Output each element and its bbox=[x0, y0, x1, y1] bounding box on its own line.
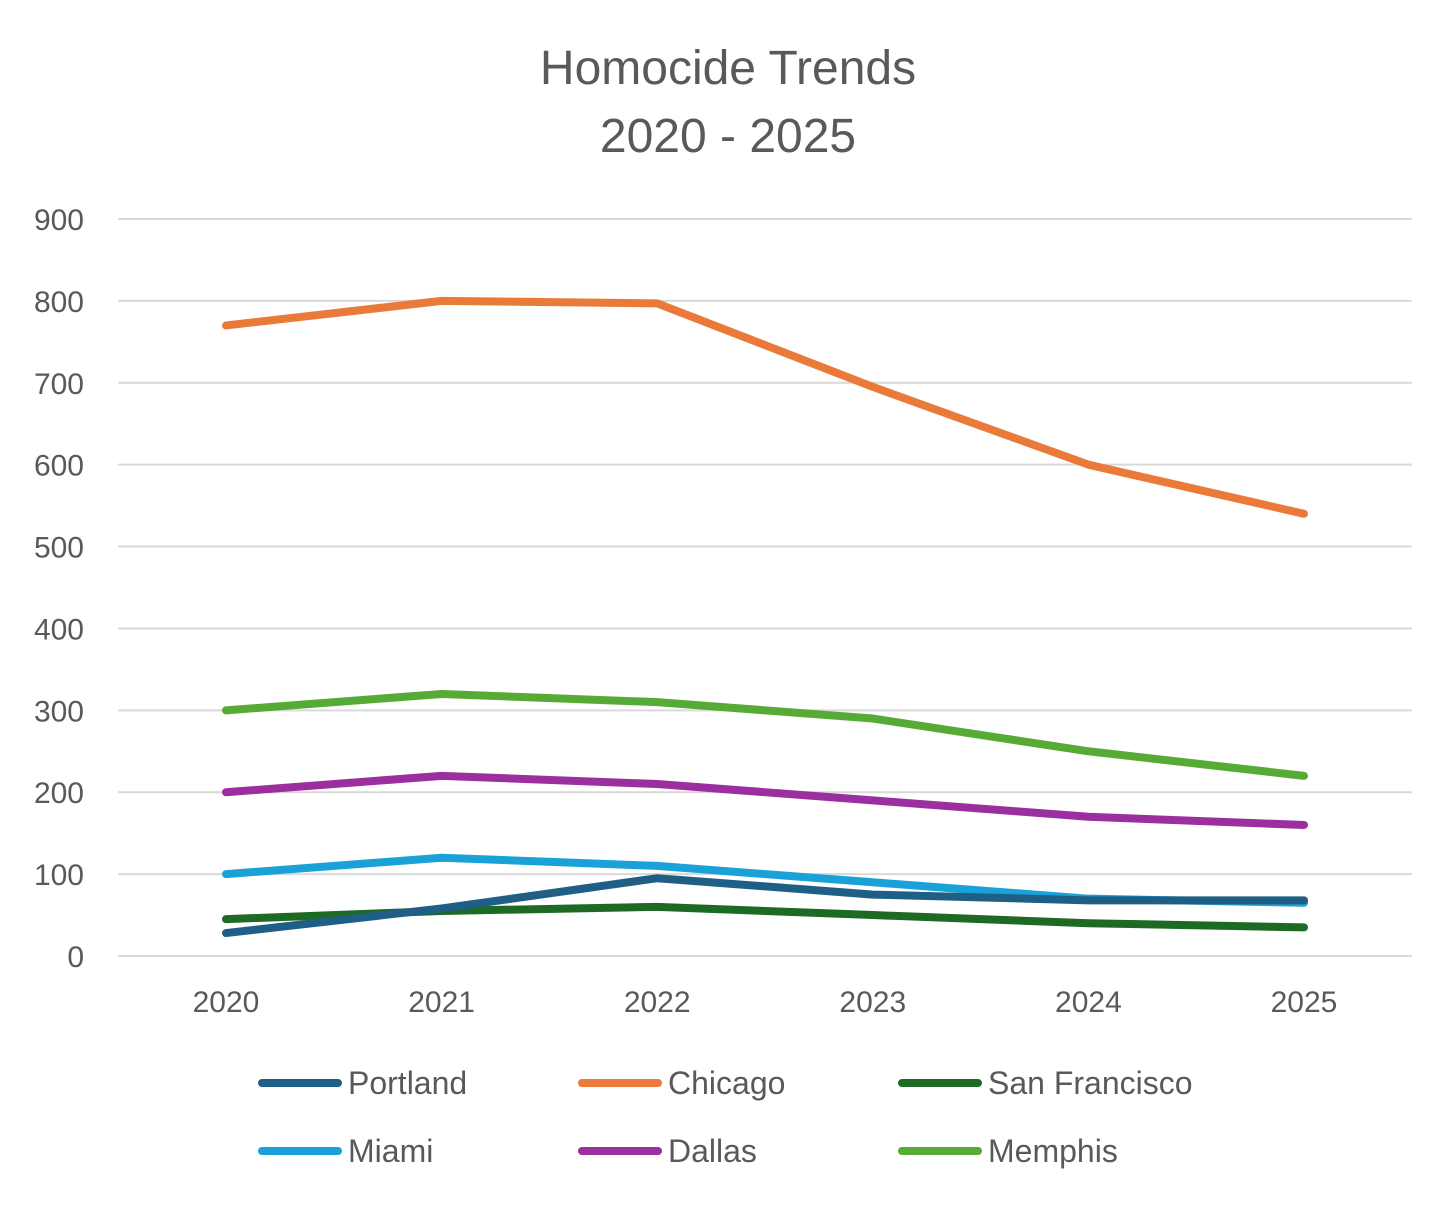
series-line-miami bbox=[222, 853, 1308, 907]
y-axis-labels: 0 100 200 300 400 500 600 700 800 900 bbox=[34, 204, 84, 974]
legend-label: Portland bbox=[348, 1065, 467, 1101]
legend-label: Dallas bbox=[668, 1133, 757, 1169]
y-tick-label: 800 bbox=[34, 286, 84, 319]
x-tick-label: 2021 bbox=[408, 986, 475, 1019]
series-lines bbox=[222, 296, 1308, 938]
series-line-memphis bbox=[222, 689, 1308, 780]
x-tick-label: 2025 bbox=[1271, 986, 1338, 1019]
gridlines bbox=[118, 218, 1412, 957]
chart-title-line-1: Homocide Trends bbox=[540, 42, 916, 95]
y-tick-label: 500 bbox=[34, 532, 84, 565]
y-tick-label: 900 bbox=[34, 204, 84, 237]
legend-label: Miami bbox=[348, 1133, 433, 1169]
y-tick-label: 300 bbox=[34, 695, 84, 728]
y-tick-label: 600 bbox=[34, 450, 84, 483]
y-tick-label: 400 bbox=[34, 613, 84, 646]
series-line-dallas bbox=[222, 771, 1308, 829]
y-tick-label: 200 bbox=[34, 777, 84, 810]
legend-label: Memphis bbox=[988, 1133, 1118, 1169]
x-axis-labels: 2020 2021 2022 2023 2024 2025 bbox=[193, 986, 1338, 1019]
legend-item-dallas: Dallas bbox=[578, 1133, 757, 1169]
legend-item-portland: Portland bbox=[258, 1065, 467, 1101]
x-tick-label: 2020 bbox=[193, 986, 260, 1019]
chart-title: Homocide Trends 2020 - 2025 bbox=[540, 42, 916, 163]
y-tick-label: 0 bbox=[67, 941, 84, 974]
y-tick-label: 700 bbox=[34, 368, 84, 401]
legend-label: Chicago bbox=[668, 1065, 785, 1101]
x-tick-label: 2023 bbox=[839, 986, 906, 1019]
series-line-chicago bbox=[222, 296, 1308, 518]
y-tick-label: 100 bbox=[34, 859, 84, 892]
x-tick-label: 2022 bbox=[624, 986, 691, 1019]
legend: Portland Chicago San Francisco Miami Dallas M… bbox=[258, 1065, 1193, 1169]
legend-item-chicago: Chicago bbox=[578, 1065, 785, 1101]
legend-item-miami: Miami bbox=[258, 1133, 433, 1169]
series-line-portland bbox=[222, 874, 1308, 938]
legend-label: San Francisco bbox=[988, 1065, 1193, 1101]
legend-item-memphis: Memphis bbox=[898, 1133, 1118, 1169]
x-tick-label: 2024 bbox=[1055, 986, 1122, 1019]
legend-item-san-francisco: San Francisco bbox=[898, 1065, 1193, 1101]
chart-title-line-2: 2020 - 2025 bbox=[600, 110, 856, 163]
